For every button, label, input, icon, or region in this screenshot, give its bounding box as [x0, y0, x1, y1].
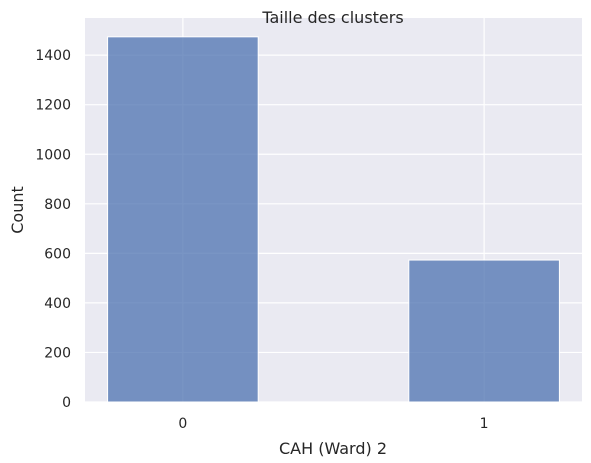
- y-tick-label: 800: [44, 197, 71, 213]
- bars: [107, 36, 560, 403]
- x-tick-label: 0: [178, 416, 187, 432]
- y-axis-ticks: 0 200 400 600 800 1000 1200 1400: [35, 48, 71, 411]
- y-tick-label: 1400: [35, 48, 71, 64]
- chart-title: Taille des clusters: [261, 8, 403, 27]
- y-tick-label: 0: [62, 395, 71, 411]
- y-tick-label: 200: [44, 345, 71, 361]
- y-tick-label: 1000: [35, 147, 71, 163]
- x-tick-label: 1: [480, 416, 489, 432]
- x-axis-label: CAH (Ward) 2: [279, 439, 387, 458]
- bar: [107, 36, 259, 403]
- y-tick-label: 400: [44, 296, 71, 312]
- y-tick-label: 1200: [35, 98, 71, 114]
- bar: [408, 259, 560, 403]
- y-axis-label: Count: [8, 186, 27, 234]
- y-tick-label: 600: [44, 246, 71, 262]
